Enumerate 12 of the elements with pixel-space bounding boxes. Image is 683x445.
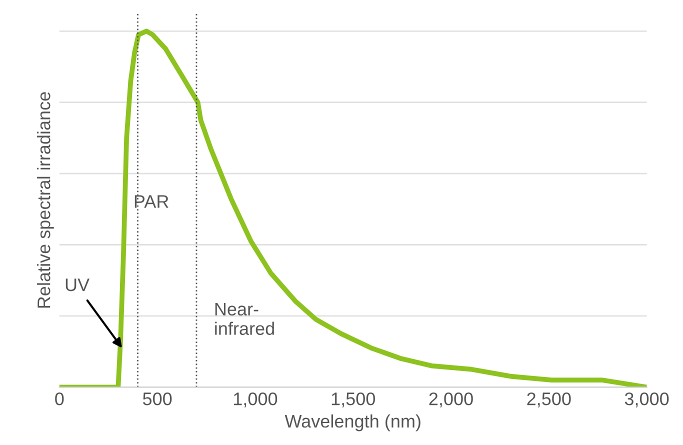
x-axis-title: Wavelength (nm) [284,414,420,432]
x-tick-label: 2,000 [429,392,473,408]
x-tick-label: 500 [142,392,172,406]
x-tick-label: 1,000 [234,392,278,408]
x-tick-label: 3,000 [624,392,669,408]
annotation: PAR [134,195,168,208]
y-axis-title: Relative spectral irradiance [37,92,54,308]
annotation: Near- infrared [215,302,274,335]
x-tick-label: 0 [55,392,64,406]
x-tick-label: 2,500 [527,392,571,408]
x-tick-label: 1,500 [332,392,375,408]
annotation: UV [66,278,90,292]
